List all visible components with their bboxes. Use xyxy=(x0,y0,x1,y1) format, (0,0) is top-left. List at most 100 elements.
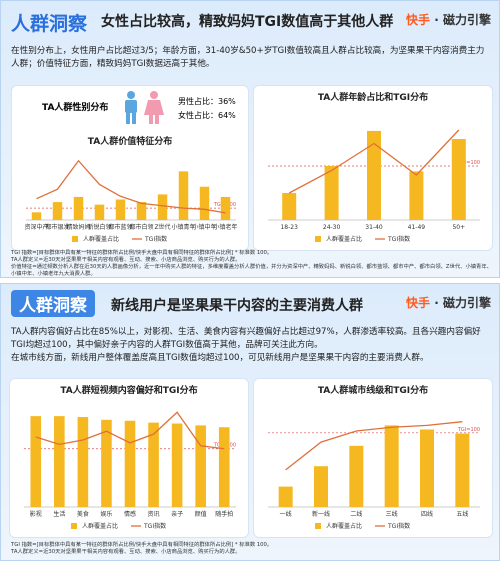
x-tick-label: 精致妈妈 xyxy=(66,223,90,231)
headline: 新线用户是坚果果干内容的主要消费人群 xyxy=(111,298,363,314)
panel-title: 人群洞察 xyxy=(11,13,88,35)
bar xyxy=(54,416,65,507)
gender-icons xyxy=(125,91,164,124)
logo-product: 磁力引擎 xyxy=(442,13,491,27)
male-share: 男性占比：36% xyxy=(178,97,236,106)
female-share: 女性占比：64% xyxy=(178,111,236,120)
female-icon xyxy=(144,91,164,124)
bar xyxy=(52,202,63,220)
reference-label: TGI=100 xyxy=(457,427,480,433)
bar xyxy=(30,416,42,507)
paragraph-text: 在性别分布上，女性用户占比超过3/5；年龄方面，31-40岁&50+岁TGI数值… xyxy=(11,46,485,69)
bar xyxy=(31,212,42,220)
bar xyxy=(178,171,189,220)
tgi-line xyxy=(36,159,226,214)
x-tick-label: 美食 xyxy=(77,510,89,518)
bar xyxy=(409,171,424,220)
male-icon xyxy=(125,91,137,124)
x-tick-label: 五线 xyxy=(456,510,468,518)
headline: 女性占比较高，精致妈妈TGI数值高于其他人群 xyxy=(101,14,394,30)
panel: 人群洞察 女性占比较高，精致妈妈TGI数值高于其他人群 快手 · 磁力引擎 在性… xyxy=(0,0,500,278)
bar xyxy=(314,466,328,507)
card: TA人群城市线级和TGI分布 一线 新一线 二线 三线 四线 五线 TGI=100 人群覆盖占比… xyxy=(253,378,493,538)
legend-swatch xyxy=(315,523,321,529)
bar xyxy=(136,202,147,220)
x-tick-label: Z世代 xyxy=(154,223,170,231)
x-tick-label: 24-30 xyxy=(323,224,341,231)
bar xyxy=(115,199,126,220)
footnote: TA人群定义=近30天对坚果果干相关内容有观看、互动、搜索、小店商品浏览、购买行… xyxy=(11,257,241,263)
bar xyxy=(195,425,206,507)
x-tick-label: 资深中产 xyxy=(24,223,48,231)
x-tick-label: 都市银发 xyxy=(45,223,69,231)
card: TA人群短视频内容偏好和TGI分布影视生活美食娱乐情感资讯亲子颜值随手拍TGI=… xyxy=(9,378,249,538)
chart: TA人群年龄占比和TGI分布 18-23 24-30 31-40 41-49 50+ TGI… xyxy=(268,91,480,243)
bar xyxy=(420,429,434,507)
footnotes: TGI 指数=[目标群体中具有某一特征的群体所占比例/快手大盘中具有相同特征的群… xyxy=(11,250,493,278)
paragraph: 在性别分布上，女性用户占比超过3/5；年龄方面，31-40岁&50+岁TGI数值… xyxy=(11,45,491,71)
bar xyxy=(367,130,381,220)
bar xyxy=(220,196,231,220)
bar xyxy=(451,139,466,220)
legend-label: TGI指数 xyxy=(144,235,167,243)
chart: TA人群短视频内容偏好和TGI分布影视生活美食娱乐情感资讯亲子颜值随手拍TGI=… xyxy=(24,384,236,530)
gender-title: TA人群性别分布 xyxy=(42,103,109,113)
bar xyxy=(278,486,293,507)
x-tick-label: 都市白领 xyxy=(129,223,153,231)
x-tick-label: 小镇青年 xyxy=(171,223,195,231)
logo-brand: 快手 xyxy=(406,13,431,27)
x-tick-label: 二线 xyxy=(350,510,362,518)
tgi-line xyxy=(288,129,460,194)
x-tick-label: 小镇中年 xyxy=(192,223,216,231)
panel: 人群洞察 新线用户是坚果果干内容的主要消费人群 快手 · 磁力引擎 TA人群内容… xyxy=(0,283,500,561)
paragraph: TA人群内容偏好占比在85%以上，对影视、生活、美食内容有兴趣偏好占比超过97%… xyxy=(11,326,491,365)
legend-label: 人群覆盖占比 xyxy=(82,522,118,530)
x-tick-label: 四线 xyxy=(421,510,433,518)
legend-label: 人群覆盖占比 xyxy=(83,235,119,243)
footnotes: TGI 指数=[目标群体中具有某一特征的群体所占比例/快手大盘中具有相同特征的群… xyxy=(11,542,493,556)
x-tick-label: 新一线 xyxy=(312,510,330,518)
bar xyxy=(324,166,339,220)
tgi-line xyxy=(35,411,225,450)
x-tick-label: 50+ xyxy=(452,224,465,231)
x-tick-label: 颜值 xyxy=(195,510,207,518)
panel-title: 人群洞察 xyxy=(11,290,95,317)
tgi-line xyxy=(285,421,463,471)
logo: 快手 · 磁力引擎 xyxy=(406,13,491,27)
bar xyxy=(199,186,210,220)
x-tick-label: 18-23 xyxy=(280,224,298,231)
footnote: TA人群定义=近30天对坚果果干相关内容有观看、互动、搜索、小店商品浏览、购买行… xyxy=(11,549,241,555)
logo-product: 磁力引擎 xyxy=(442,296,491,310)
x-tick-label: 新锐白领 xyxy=(87,223,111,231)
legend-swatch xyxy=(315,236,321,242)
legend-swatch xyxy=(71,523,77,529)
bar xyxy=(77,417,89,507)
legend-label: TGI指数 xyxy=(143,522,166,530)
x-tick-label: 随手拍 xyxy=(215,510,233,518)
legend-label: 人群覆盖占比 xyxy=(326,522,362,530)
bar xyxy=(157,194,168,220)
chart-title: TA人群城市线级和TGI分布 xyxy=(318,384,428,396)
chart-title: TA人群短视频内容偏好和TGI分布 xyxy=(60,384,197,396)
bar xyxy=(171,423,183,507)
bar xyxy=(384,425,399,507)
bar xyxy=(73,196,84,220)
logo: 快手 · 磁力引擎 xyxy=(406,296,491,310)
legend-label: 人群覆盖占比 xyxy=(326,235,362,243)
bar xyxy=(349,445,364,507)
x-tick-label: 小镇老年 xyxy=(213,223,237,231)
footnote: 价值特征=通过频数分析人群在近30天的人群画像分析，近一年中购买人群的特征，多维… xyxy=(11,264,492,277)
bar xyxy=(94,204,105,220)
card: TA人群性别分布 男性占比：36% 女性占比：64% TA人群价值特征分布 资深中… xyxy=(11,85,249,251)
paragraph-text: TA人群内容偏好占比在85%以上，对影视、生活、美食内容有兴趣偏好占比超过97%… xyxy=(11,327,481,350)
x-tick-label: 31-40 xyxy=(365,224,383,231)
footnote: TGI 指数=[目标群体中具有某一特征的群体所占比例/快手大盘中具有相同特征的群… xyxy=(11,542,273,548)
x-tick-label: 生活 xyxy=(53,510,65,518)
x-tick-label: 都市蓝领 xyxy=(108,223,132,231)
card: TA人群年龄占比和TGI分布 18-23 24-30 31-40 41-49 50+ TGI… xyxy=(253,85,493,251)
x-tick-label: 三线 xyxy=(386,510,398,518)
legend-swatch xyxy=(72,236,78,242)
